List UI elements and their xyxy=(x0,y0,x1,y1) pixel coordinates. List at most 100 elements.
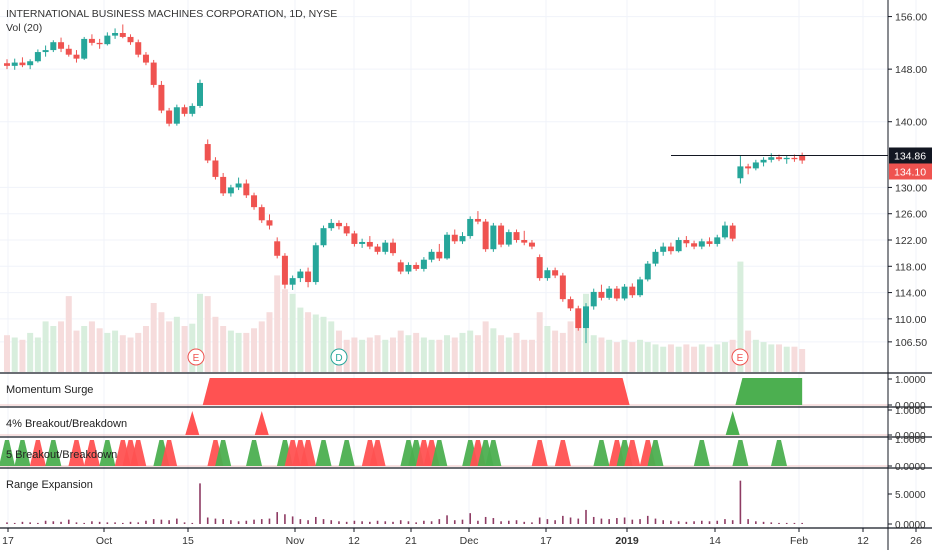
candle-body xyxy=(559,275,566,300)
candle-body xyxy=(498,225,505,245)
indicator-panes xyxy=(0,372,932,529)
range-bar xyxy=(654,518,657,524)
pane-tick-label: 0.0000 xyxy=(895,401,926,412)
price-tick-label: 130.00 xyxy=(895,182,927,194)
volume-bar xyxy=(721,342,728,372)
candle-body xyxy=(351,233,358,244)
candle-body xyxy=(536,257,543,279)
candle-body xyxy=(235,183,242,188)
volume-bar xyxy=(351,337,358,372)
volume-bar xyxy=(552,330,559,372)
candle-body xyxy=(606,288,613,298)
prev-close-badge-label: 134.10 xyxy=(894,166,926,178)
momentum-red-area xyxy=(202,378,630,405)
volume-bar xyxy=(328,321,335,372)
candle-body xyxy=(721,225,728,238)
volume-bar xyxy=(366,337,373,372)
range-bar xyxy=(508,520,510,524)
candle-body xyxy=(158,84,165,111)
candle-body xyxy=(243,183,250,196)
range-bar xyxy=(214,518,217,524)
range-bar xyxy=(106,522,109,524)
candle-body xyxy=(96,42,103,45)
volume-bar xyxy=(212,316,219,372)
volume-bar xyxy=(58,321,65,372)
range-bar xyxy=(762,521,765,524)
range-bar xyxy=(13,522,16,524)
range-bar xyxy=(122,522,124,524)
range-bar xyxy=(770,522,773,524)
range-bar xyxy=(577,518,580,524)
range-bar xyxy=(492,518,495,524)
range-bar xyxy=(384,521,387,524)
range-bar xyxy=(785,522,788,524)
time-tick-label: Feb xyxy=(790,535,808,547)
volume-bar xyxy=(714,344,721,372)
candle-body xyxy=(513,232,520,240)
range-bar xyxy=(538,517,541,524)
candle-body xyxy=(104,35,111,45)
volume-bar xyxy=(173,316,180,372)
time-tick-label: 21 xyxy=(405,535,417,547)
range-bar xyxy=(29,522,31,524)
range-bar xyxy=(222,519,224,524)
candle-body xyxy=(760,159,767,163)
breakout5-spike xyxy=(29,440,46,466)
pane-tick-label: 0.0000 xyxy=(895,462,926,473)
breakout5-spike xyxy=(431,440,448,466)
range-bar xyxy=(183,522,186,524)
range-bar xyxy=(453,520,456,524)
range-bar xyxy=(731,520,734,524)
volume-bar xyxy=(613,342,620,372)
volume-bar xyxy=(644,342,651,372)
volume-bar xyxy=(50,326,57,372)
volume-bar xyxy=(606,339,613,372)
range-bar xyxy=(44,520,47,524)
range-bar xyxy=(608,519,610,524)
candle-body xyxy=(791,157,798,160)
volume-bar xyxy=(4,335,10,372)
volume-bar xyxy=(11,337,18,372)
event-marker-label: E xyxy=(193,353,200,364)
volume-bar xyxy=(683,344,690,372)
volume-bar xyxy=(81,326,88,372)
volume-bar xyxy=(119,335,126,372)
volume-bar xyxy=(197,293,203,372)
time-tick-label: 12 xyxy=(857,535,869,547)
candle-body xyxy=(220,176,227,194)
breakout5-spike xyxy=(647,440,664,466)
candle-body xyxy=(729,225,736,239)
range-bar xyxy=(284,514,286,524)
candle-body xyxy=(575,308,582,329)
volume-bar xyxy=(305,312,312,372)
candle-body xyxy=(58,42,65,49)
volume-bar xyxy=(474,335,481,372)
candle-body xyxy=(745,166,752,169)
volume-bar xyxy=(691,346,698,372)
candle-body xyxy=(451,234,458,242)
range-bar xyxy=(724,519,726,524)
range-bar xyxy=(145,520,147,524)
volume-bar xyxy=(112,330,119,372)
pane-tick-label: 1.0000 xyxy=(895,406,926,417)
candle-body xyxy=(436,251,443,259)
time-tick-label: 12 xyxy=(348,535,360,547)
candle-body xyxy=(768,157,775,160)
candle-body xyxy=(27,61,34,66)
price-tick-label: 140.00 xyxy=(895,117,927,129)
candle-body xyxy=(335,222,342,227)
time-tick-label: Oct xyxy=(96,535,112,547)
volume-bar xyxy=(127,337,134,372)
breakout5-spike xyxy=(83,440,100,466)
pane-tick-label: 0.0000 xyxy=(895,520,926,531)
volume-bar xyxy=(27,332,34,372)
range-bar xyxy=(392,521,394,524)
grid xyxy=(0,0,917,528)
candle-body xyxy=(482,221,489,250)
breakout5-spike xyxy=(161,440,178,466)
breakout4-title: 4% Breakout/Breakdown xyxy=(6,418,128,430)
volume-bar xyxy=(629,342,636,372)
pane-tick-label: 5.0000 xyxy=(895,490,926,501)
candle-body xyxy=(197,82,203,106)
